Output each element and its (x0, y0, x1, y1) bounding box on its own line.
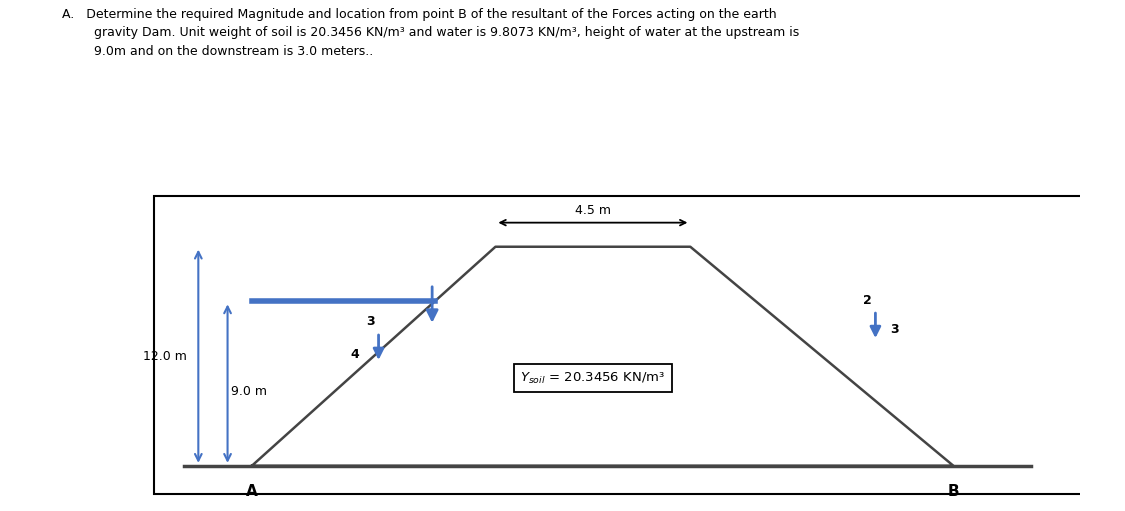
Text: 3: 3 (367, 315, 375, 328)
Text: 2: 2 (863, 294, 872, 307)
Text: 4.5 m: 4.5 m (575, 204, 611, 217)
Text: A: A (246, 484, 258, 499)
Text: 12.0 m: 12.0 m (143, 350, 187, 363)
Text: 3: 3 (890, 322, 899, 336)
FancyBboxPatch shape (154, 196, 1099, 494)
Text: B: B (947, 484, 960, 499)
Text: 4: 4 (350, 347, 359, 361)
Text: A.   Determine the required Magnitude and location from point B of the resultant: A. Determine the required Magnitude and … (62, 8, 799, 58)
Text: 9.0 m: 9.0 m (232, 385, 268, 399)
Text: $Y_{soil}$ = 20.3456 KN/m³: $Y_{soil}$ = 20.3456 KN/m³ (520, 370, 666, 386)
